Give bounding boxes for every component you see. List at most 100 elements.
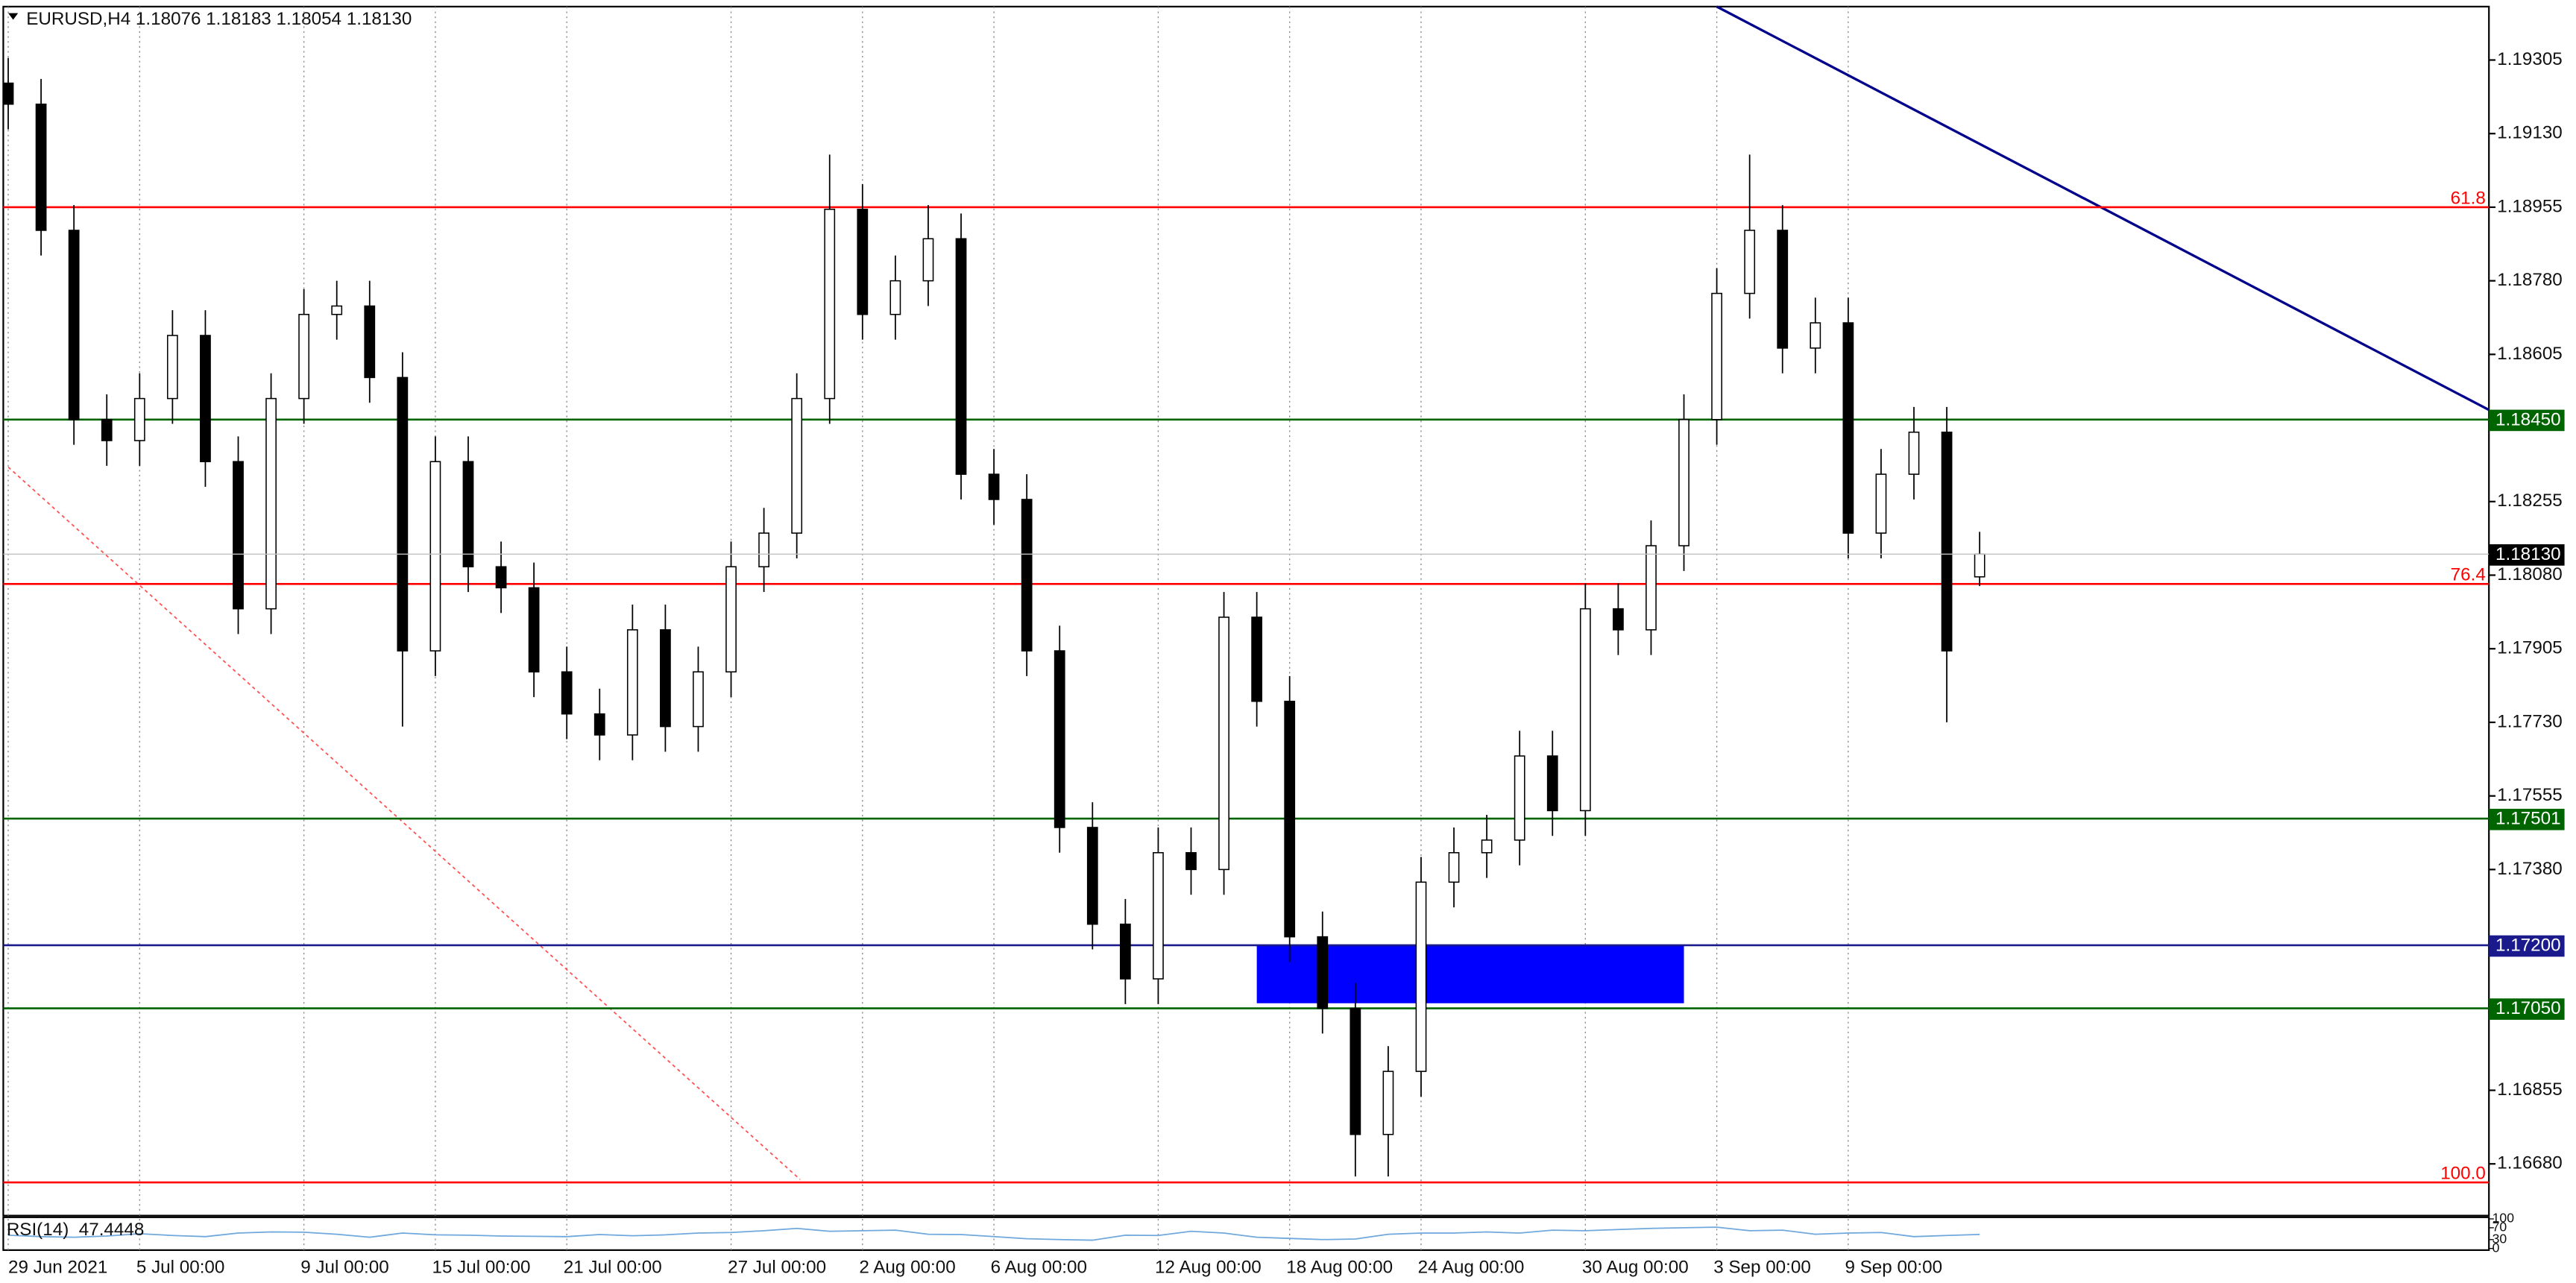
candle-body bbox=[462, 461, 474, 567]
candle-body bbox=[1382, 1071, 1394, 1135]
price-tag-label: 1.18130 bbox=[2495, 544, 2561, 564]
x-tick-label: 18 Aug 00:00 bbox=[1286, 1258, 1393, 1278]
candle-body bbox=[1875, 473, 1887, 534]
price-tag bbox=[2489, 998, 2565, 1020]
x-tick-label: 29 Jun 2021 bbox=[8, 1258, 107, 1278]
y-tick-label: 1.16855 bbox=[2497, 1079, 2563, 1100]
candle-body bbox=[1448, 852, 1460, 883]
candle-body bbox=[35, 103, 47, 231]
fib-label: 76.4 bbox=[2451, 565, 2486, 585]
x-tick-label: 12 Aug 00:00 bbox=[1155, 1258, 1262, 1278]
candle-body bbox=[1678, 419, 1689, 546]
candle-body bbox=[1744, 230, 1756, 294]
x-tick-label: 21 Jul 00:00 bbox=[564, 1258, 662, 1278]
candle-body bbox=[495, 566, 507, 589]
candle-body bbox=[1546, 755, 1558, 812]
fib-label: 61.8 bbox=[2451, 188, 2486, 208]
trendline bbox=[7, 466, 801, 1180]
candle-body bbox=[1251, 617, 1263, 702]
candle-body bbox=[1086, 827, 1098, 925]
candle-body bbox=[1613, 608, 1624, 631]
candle-body bbox=[1218, 617, 1229, 871]
y-tick-label: 1.18780 bbox=[2497, 270, 2563, 290]
x-tick-label: 2 Aug 00:00 bbox=[859, 1258, 955, 1278]
fib-label: 100.0 bbox=[2440, 1163, 2486, 1183]
candle-body bbox=[1514, 755, 1525, 841]
candle-body bbox=[364, 305, 376, 379]
candle-body bbox=[1119, 923, 1131, 980]
candle-body bbox=[593, 713, 605, 736]
candle-body bbox=[660, 629, 671, 728]
candle-body bbox=[1021, 499, 1033, 652]
price-tag-label: 1.17200 bbox=[2495, 935, 2561, 955]
candle-body bbox=[1054, 650, 1065, 828]
candle-body bbox=[791, 397, 803, 534]
candle-body bbox=[1941, 431, 1953, 652]
x-tick-label: 15 Jul 00:00 bbox=[432, 1258, 531, 1278]
x-tick-label: 30 Aug 00:00 bbox=[1582, 1258, 1689, 1278]
candle-body bbox=[265, 397, 277, 610]
candle-body bbox=[824, 208, 836, 400]
y-tick-label: 1.17380 bbox=[2497, 859, 2563, 879]
y-tick-label: 1.18955 bbox=[2497, 196, 2563, 216]
candle-body bbox=[166, 335, 178, 400]
price-tag-label: 1.17050 bbox=[2495, 998, 2561, 1018]
trendline bbox=[1716, 5, 2490, 412]
x-tick-label: 3 Sep 00:00 bbox=[1713, 1258, 1811, 1278]
rsi-value: 47.4448 bbox=[79, 1220, 145, 1240]
candle-body bbox=[626, 629, 638, 736]
candle-body bbox=[1810, 322, 1821, 349]
rsi-line bbox=[7, 1226, 1980, 1241]
candle-body bbox=[101, 419, 113, 441]
candle-body bbox=[1646, 545, 1657, 631]
x-tick-label: 9 Sep 00:00 bbox=[1845, 1258, 1942, 1278]
candle-body bbox=[889, 280, 901, 315]
price-tag-label: 1.17501 bbox=[2495, 809, 2561, 829]
candle-body bbox=[922, 238, 934, 282]
candle-body bbox=[2, 82, 14, 105]
candle-body bbox=[758, 532, 769, 567]
price-tag-label: 1.18450 bbox=[2495, 409, 2561, 429]
candle-body bbox=[429, 461, 441, 652]
candle-body bbox=[857, 208, 869, 315]
plot-frame bbox=[2, 5, 2490, 1217]
price-tag bbox=[2489, 808, 2565, 830]
candle-body bbox=[561, 671, 573, 715]
rsi-tick-label: 70 bbox=[2492, 1220, 2507, 1235]
candle-body bbox=[397, 376, 409, 652]
candle-body bbox=[298, 314, 310, 400]
x-tick-label: 6 Aug 00:00 bbox=[991, 1258, 1087, 1278]
y-tick-label: 1.19130 bbox=[2497, 123, 2563, 143]
candle-body bbox=[693, 671, 704, 728]
rsi-frame bbox=[2, 1216, 2490, 1251]
candle-body bbox=[331, 305, 343, 315]
candle-body bbox=[1842, 322, 1854, 534]
candle-body bbox=[1777, 230, 1789, 349]
x-tick-label: 24 Aug 00:00 bbox=[1418, 1258, 1525, 1278]
candle-body bbox=[1481, 839, 1493, 854]
x-tick-label: 5 Jul 00:00 bbox=[136, 1258, 224, 1278]
candle-body bbox=[955, 238, 967, 475]
candle-body bbox=[1579, 608, 1591, 812]
y-tick-label: 1.16680 bbox=[2497, 1153, 2563, 1173]
candle-body bbox=[1415, 881, 1427, 1072]
candle-body bbox=[988, 473, 1000, 500]
y-tick-label: 1.18080 bbox=[2497, 564, 2563, 584]
candle-body bbox=[68, 230, 80, 420]
candle-body bbox=[1317, 936, 1329, 1009]
candle-body bbox=[725, 566, 737, 673]
y-tick-label: 1.17555 bbox=[2497, 785, 2563, 805]
candle-body bbox=[233, 461, 244, 610]
price-tag bbox=[2489, 544, 2565, 566]
rsi-tick-label: 30 bbox=[2492, 1231, 2507, 1246]
y-tick-label: 1.17730 bbox=[2497, 711, 2563, 731]
rsi-tick-label: 100 bbox=[2492, 1211, 2515, 1226]
candle-body bbox=[1711, 292, 1722, 420]
y-tick-label: 1.18255 bbox=[2497, 491, 2563, 511]
rsi-name: RSI(14) bbox=[7, 1220, 69, 1240]
menu-arrow[interactable] bbox=[8, 13, 19, 20]
candle-body bbox=[1284, 700, 1296, 938]
candle-body bbox=[133, 397, 145, 441]
